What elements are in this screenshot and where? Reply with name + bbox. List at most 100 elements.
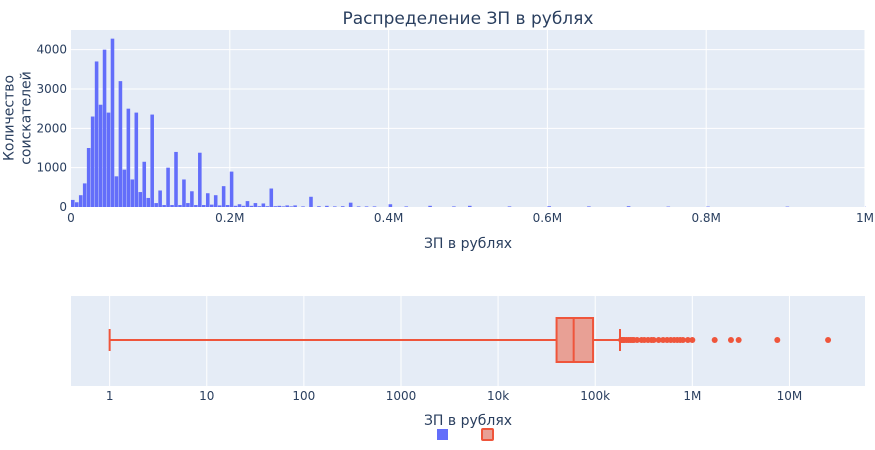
boxplot-outlier-point [825,337,832,343]
histogram-bar [253,203,258,207]
histogram-bar [182,179,186,207]
boxplot-outlier-point [679,337,686,343]
histogram-x-tick-label: 1M [856,211,874,225]
boxplot-x-tick-label: 100k [580,389,610,403]
histogram-bar [194,205,198,207]
histogram-x-tick-label: 0.2M [215,211,244,225]
histogram-bar [90,116,95,207]
histogram-bar [102,49,107,207]
boxplot-outlier-point [774,337,781,343]
legend-swatch-histogram [437,429,448,440]
boxplot-x-tick-label: 10M [777,389,803,403]
histogram-bar [78,195,83,207]
legend-swatch-box [481,428,494,441]
boxplot-outlier-point [684,337,691,343]
histogram-bar [106,112,111,207]
histogram-bar [237,204,242,207]
histogram-bar [452,206,456,207]
histogram-x-tick-label: 0 [67,211,75,225]
histogram-x-axis-title: ЗП в рублях [424,236,512,252]
histogram-bar [186,203,190,207]
boxplot-x-axis-title: ЗП в рублях [424,413,512,429]
histogram-bar [162,205,166,207]
histogram-bar [340,206,345,207]
histogram-bar [348,202,353,207]
histogram-y-axis-title: Количествосоискателей [2,71,35,165]
histogram-bar [372,206,377,207]
histogram-bar [233,205,238,207]
histogram-bar [122,169,127,207]
chart-title: Распределение ЗП в рублях [343,9,594,29]
histogram-bar [285,205,289,207]
histogram-bar [317,206,321,207]
legend-item[interactable] [437,429,448,440]
histogram-bar [71,199,75,207]
histogram-bar [281,206,285,207]
histogram-bar [273,206,278,207]
histogram-bar [142,161,147,207]
histogram-bar [205,193,210,207]
boxplot-outlier-point [735,337,742,343]
histogram-bar [114,176,119,207]
boxplot [108,317,621,363]
histogram-gridlines [71,30,866,207]
histogram-bar [202,205,206,207]
histogram-bars [71,38,866,207]
boxplot-x-ticks: 1 10 100 1000 10k 100k 1M 10M [106,389,802,403]
boxplot-outlier-point [650,337,657,343]
histogram-bar [110,38,115,207]
histogram-bar [245,201,250,207]
histogram-bar [86,148,91,207]
boxplot-outliers [618,337,832,343]
histogram-bar [126,108,131,207]
histogram-bar [209,204,214,207]
histogram-y-ticks: 0 1000 2000 3000 4000 [36,43,67,214]
histogram-bar [134,112,139,207]
histogram-bar [158,190,162,207]
histogram-bar [309,196,313,207]
histogram-bar [261,203,266,207]
histogram-bar [74,202,79,207]
histogram-bar [130,179,135,207]
boxplot-outlier-point [634,337,641,343]
histogram-y-tick-label: 0 [59,200,67,214]
histogram-bar [150,114,154,207]
histogram-bar [356,206,361,207]
histogram-bar [269,188,274,207]
histogram-bar [94,61,99,207]
histogram-bar [325,205,329,207]
histogram-bar [257,206,262,207]
histogram-bar [277,205,282,207]
histogram-bar [265,206,270,207]
histogram-bar [587,206,591,207]
histogram-bar [289,206,293,207]
boxplot-outlier-point [711,337,718,343]
histogram-bar [213,195,218,207]
histogram-bar [98,104,103,207]
legend [437,428,494,441]
histogram-bar [404,206,409,207]
histogram-y-tick-label: 2000 [36,121,67,135]
histogram-bar [217,205,222,207]
boxplot-outlier-point [689,337,696,343]
boxplot-box [555,317,595,363]
histogram-bar [388,204,393,207]
histogram-plot-area [71,30,865,207]
histogram-bar [293,205,297,207]
legend-item[interactable] [481,428,494,441]
histogram-bar [221,186,226,207]
histogram-bar [626,206,631,207]
histogram-bar [82,183,87,207]
histogram-x-tick-label: 0.6M [533,211,562,225]
boxplot-x-tick-label: 1M [683,389,701,403]
histogram-bar [154,203,158,207]
histogram-y-tick-label: 3000 [36,82,67,96]
histogram-bar [198,152,202,207]
histogram-x-tick-label: 0.4M [374,211,403,225]
histogram-bar [146,197,150,207]
histogram-bar [364,206,369,207]
histogram-y-tick-label: 1000 [36,161,67,175]
boxplot-x-tick-label: 10 [199,389,214,403]
histogram-bar [428,205,432,207]
